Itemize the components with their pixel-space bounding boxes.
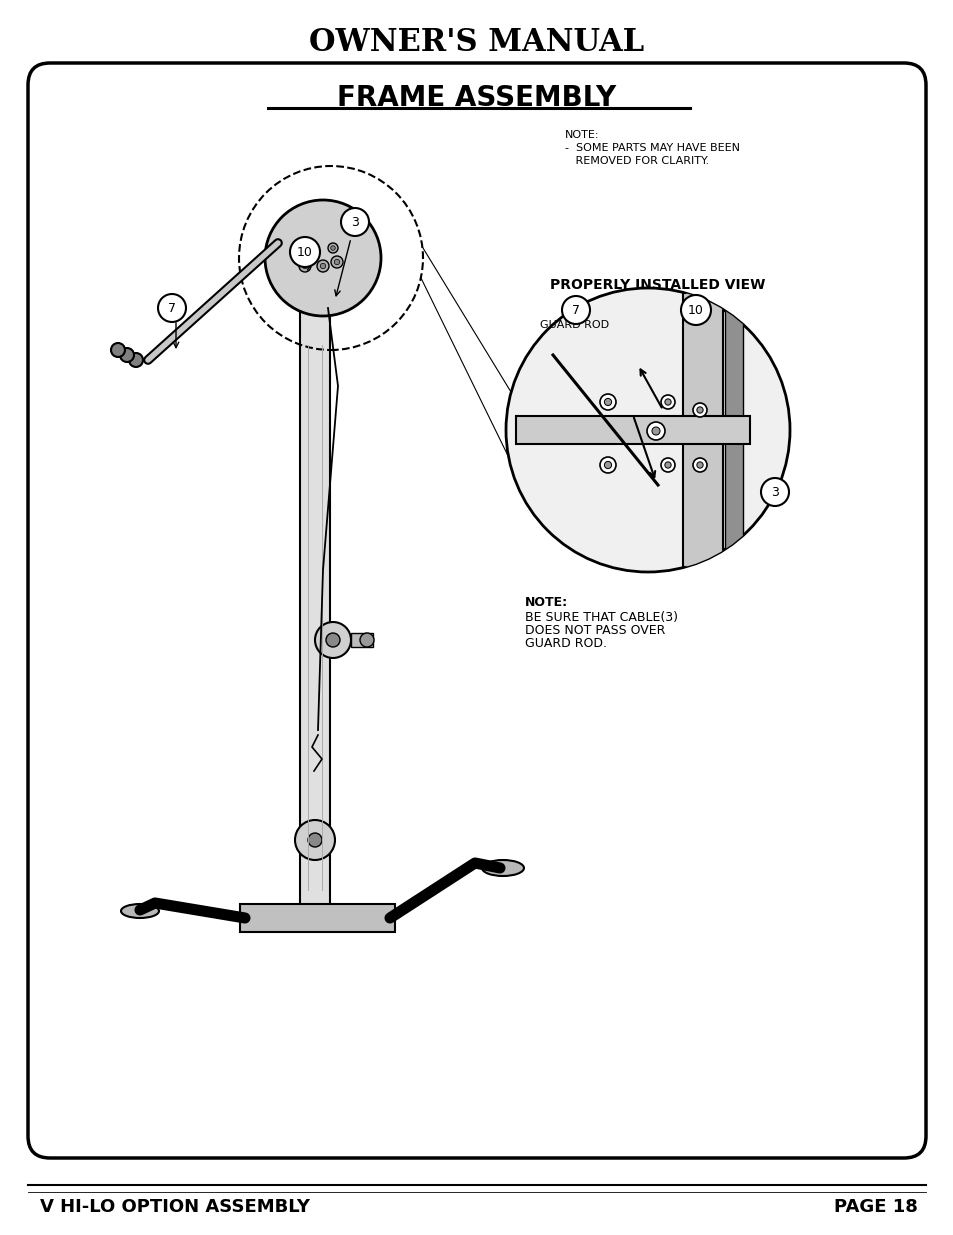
Circle shape (326, 634, 339, 647)
Circle shape (331, 256, 343, 268)
Circle shape (561, 296, 589, 324)
Text: 7: 7 (168, 301, 175, 315)
Circle shape (505, 288, 789, 572)
Text: -  SOME PARTS MAY HAVE BEEN: - SOME PARTS MAY HAVE BEEN (564, 143, 740, 153)
Text: 10: 10 (687, 304, 703, 316)
Circle shape (760, 478, 788, 506)
Circle shape (308, 245, 317, 254)
Bar (724, 293, 742, 567)
Circle shape (129, 353, 143, 367)
Bar (682, 293, 722, 567)
Circle shape (664, 462, 671, 468)
Circle shape (331, 246, 335, 251)
Text: BE SURE THAT CABLE(3): BE SURE THAT CABLE(3) (524, 611, 678, 624)
Text: 3: 3 (770, 485, 778, 499)
Circle shape (651, 427, 659, 435)
Circle shape (320, 263, 325, 269)
Circle shape (311, 248, 314, 252)
Circle shape (599, 457, 616, 473)
Ellipse shape (481, 860, 523, 876)
Circle shape (664, 399, 671, 405)
Text: 10: 10 (296, 246, 313, 258)
Circle shape (314, 622, 351, 658)
Circle shape (265, 200, 380, 316)
Circle shape (302, 263, 308, 269)
Text: V HI-LO OPTION ASSEMBLY: V HI-LO OPTION ASSEMBLY (40, 1198, 310, 1216)
Text: 7: 7 (572, 304, 579, 316)
Circle shape (296, 249, 305, 257)
Circle shape (604, 399, 611, 405)
Circle shape (604, 462, 611, 468)
Ellipse shape (121, 904, 159, 918)
Text: PAGE 18: PAGE 18 (833, 1198, 917, 1216)
Text: FRAME ASSEMBLY: FRAME ASSEMBLY (337, 84, 616, 112)
Text: DOES NOT PASS OVER: DOES NOT PASS OVER (524, 624, 664, 637)
Text: GUARD ROD.: GUARD ROD. (524, 637, 606, 650)
Circle shape (328, 243, 337, 253)
Circle shape (696, 462, 702, 468)
Text: OWNER'S MANUAL: OWNER'S MANUAL (309, 26, 644, 58)
Bar (299, 285, 330, 910)
Circle shape (599, 394, 616, 410)
Circle shape (680, 295, 710, 325)
Bar (240, 904, 395, 932)
Circle shape (294, 820, 335, 860)
Circle shape (359, 634, 374, 647)
Circle shape (290, 237, 319, 267)
Circle shape (646, 422, 664, 440)
Circle shape (308, 832, 322, 847)
Circle shape (298, 261, 311, 272)
Text: PROPERLY INSTALLED VIEW: PROPERLY INSTALLED VIEW (550, 278, 765, 291)
Circle shape (120, 348, 133, 362)
Circle shape (299, 251, 302, 254)
Circle shape (696, 406, 702, 414)
Circle shape (340, 207, 369, 236)
Circle shape (316, 261, 329, 272)
Circle shape (692, 403, 706, 417)
Text: 3: 3 (351, 215, 358, 228)
Text: NOTE:: NOTE: (564, 130, 598, 140)
Bar (351, 634, 373, 647)
Circle shape (692, 458, 706, 472)
Circle shape (158, 294, 186, 322)
Text: REMOVED FOR CLARITY.: REMOVED FOR CLARITY. (564, 156, 708, 165)
Circle shape (111, 343, 125, 357)
Circle shape (660, 395, 675, 409)
Text: GUARD ROD: GUARD ROD (539, 320, 608, 330)
Circle shape (334, 259, 339, 264)
FancyBboxPatch shape (28, 63, 925, 1158)
Circle shape (660, 458, 675, 472)
Bar (516, 416, 749, 445)
Text: NOTE:: NOTE: (524, 597, 568, 609)
